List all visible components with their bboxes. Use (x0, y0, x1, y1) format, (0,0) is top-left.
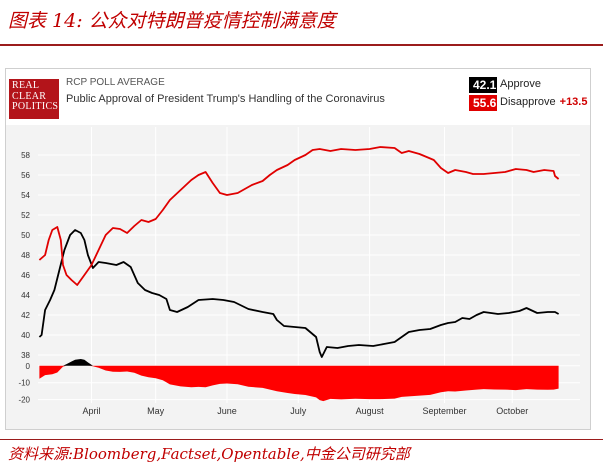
poll-title: RCP POLL AVERAGE (66, 77, 165, 88)
series-line-approve (38, 229, 560, 358)
figure-source: 资料来源:Bloomberg,Factset,Opentable,中金公司研究部 (8, 445, 410, 463)
disapprove-value-badge: 55.6 (469, 95, 497, 111)
title-divider (0, 44, 603, 46)
y-tick-label: 38 (21, 351, 30, 360)
y-tick-label: 54 (21, 191, 30, 200)
x-tick-label: June (217, 406, 237, 416)
disapprove-legend: Disapprove +13.5 (500, 96, 587, 108)
spread-area-negative (39, 365, 559, 402)
x-tick-label: October (496, 406, 528, 416)
chart-header: REAL CLEAR POLITICS RCP POLL AVERAGE Pub… (6, 69, 590, 125)
series-line-disapprove (38, 146, 560, 286)
y-tick-label: 40 (21, 331, 30, 340)
y-tick-label: 50 (21, 231, 30, 240)
x-tick-label: August (356, 406, 385, 416)
logo-line: CLEAR (12, 90, 47, 102)
y-tick-label: 46 (21, 271, 30, 280)
x-tick-label: September (422, 406, 466, 416)
approve-legend-label: Approve (500, 78, 541, 90)
spread-y-tick-label: -10 (18, 379, 30, 388)
disapprove-legend-label: Disapprove (500, 96, 556, 108)
chart-svg: 38 40 42 44 46 48 50 52 54 56 58 0 -10 -20 April May Jun… (18, 127, 580, 416)
spread-value: +13.5 (559, 96, 588, 108)
y-tick-label: 44 (21, 291, 30, 300)
x-tick-label: July (290, 406, 307, 416)
spread-area-positive (39, 359, 559, 366)
x-tick-label: April (82, 406, 100, 416)
approve-value-badge: 42.1 (469, 77, 497, 93)
realclearpolitics-logo: REAL CLEAR POLITICS (9, 79, 59, 119)
y-tick-label: 42 (21, 311, 30, 320)
logo-line: POLITICS (12, 101, 59, 112)
y-tick-label: 48 (21, 251, 30, 260)
logo-line: REAL (12, 80, 40, 91)
spread-y-tick-label: -20 (18, 396, 30, 405)
source-divider (0, 439, 603, 440)
y-tick-label: 52 (21, 211, 30, 220)
spread-y-tick-label: 0 (26, 362, 31, 371)
y-tick-label: 58 (21, 151, 30, 160)
rcp-chart: REAL CLEAR POLITICS RCP POLL AVERAGE Pub… (5, 68, 591, 430)
x-tick-label: May (147, 406, 165, 416)
poll-subtitle: Public Approval of President Trump's Han… (66, 93, 385, 105)
y-tick-label: 56 (21, 171, 30, 180)
figure-title: 图表 14: 公众对特朗普疫情控制满意度 (8, 10, 336, 32)
